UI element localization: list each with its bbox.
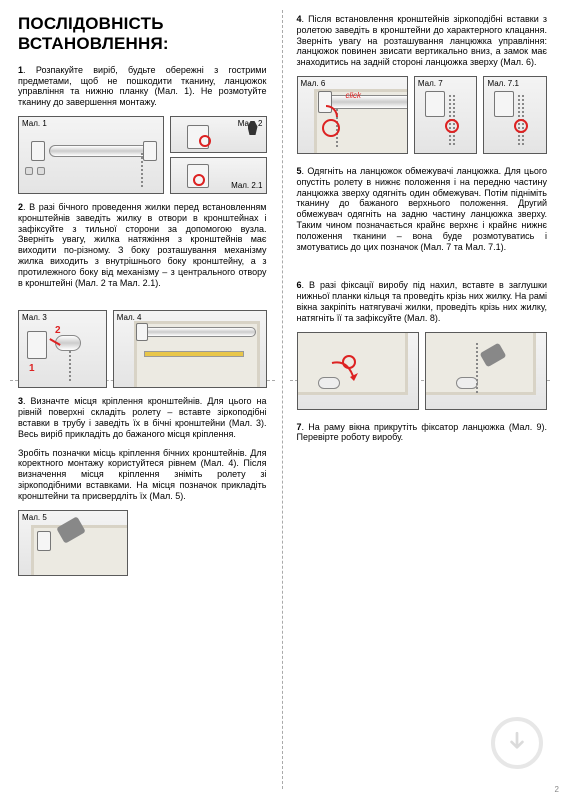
fig-row-3: Мал. 5: [18, 510, 267, 576]
step-3-text: 3. Визначте місця кріплення кронштейнів.…: [18, 396, 267, 439]
figure-2: Мал. 2: [170, 116, 266, 153]
callout-1: 1: [29, 363, 35, 375]
fig-label: Мал. 5: [22, 513, 47, 523]
fig-row-1: Мал. 1 Мал. 2 Мал. 2.1: [18, 116, 267, 194]
figure-9: Мал. 9: [425, 332, 547, 410]
step-7-text: 7. На раму вікна прикрутіть фіксатор лан…: [297, 422, 548, 444]
figure-5: Мал. 5: [18, 510, 128, 576]
step-5-text: 5. Одягніть на ланцюжок обмежувачі ланцю…: [297, 166, 548, 252]
fig-label: Мал. 6: [301, 79, 326, 89]
figure-7-1: Мал. 7.1: [483, 76, 547, 154]
figure-1: Мал. 1: [18, 116, 164, 194]
page-number: 2: [555, 785, 559, 795]
step-2-text: 2. В разі бічного проведення жилки перед…: [18, 202, 267, 288]
step-1-text: 1. Розпакуйте виріб, будьте обережні з г…: [18, 65, 267, 108]
figure-6: Мал. 6 click: [297, 76, 408, 154]
step-3b-text: Зробіть позначки місць кріплення бічних …: [18, 448, 267, 502]
figure-8: Мал. 8: [297, 332, 419, 410]
fig-label: Мал. 2.1: [231, 181, 262, 191]
fig-label: Мал. 1: [22, 119, 47, 129]
fig-label: Мал. 7.1: [487, 79, 518, 89]
fig-label: Мал. 7: [418, 79, 443, 89]
fig-label: Мал. 3: [22, 313, 47, 323]
figure-4: Мал. 4: [113, 310, 267, 388]
page-title: ПОСЛІДОВНІСТЬ ВСТАНОВЛЕННЯ:: [18, 14, 267, 55]
figure-3: Мал. 3 1 2: [18, 310, 107, 388]
figure-2-1: Мал. 2.1: [170, 157, 266, 194]
fig-row-5: Мал. 8 Мал. 9: [297, 332, 548, 414]
fig-row-4: Мал. 6 click Мал. 7 Мал. 7.1: [297, 76, 548, 158]
fig-row-2: Мал. 3 1 2 Мал. 4: [18, 310, 267, 388]
callout-2: 2: [55, 325, 61, 337]
step-6-text: 6. В разі фіксації виробу під нахил, вст…: [297, 280, 548, 323]
click-label: click: [346, 91, 362, 101]
figure-7: Мал. 7: [414, 76, 478, 154]
watermark-icon: [491, 717, 543, 769]
step-4-text: 4. Після встановлення кронштейнів зіркоп…: [297, 14, 548, 68]
